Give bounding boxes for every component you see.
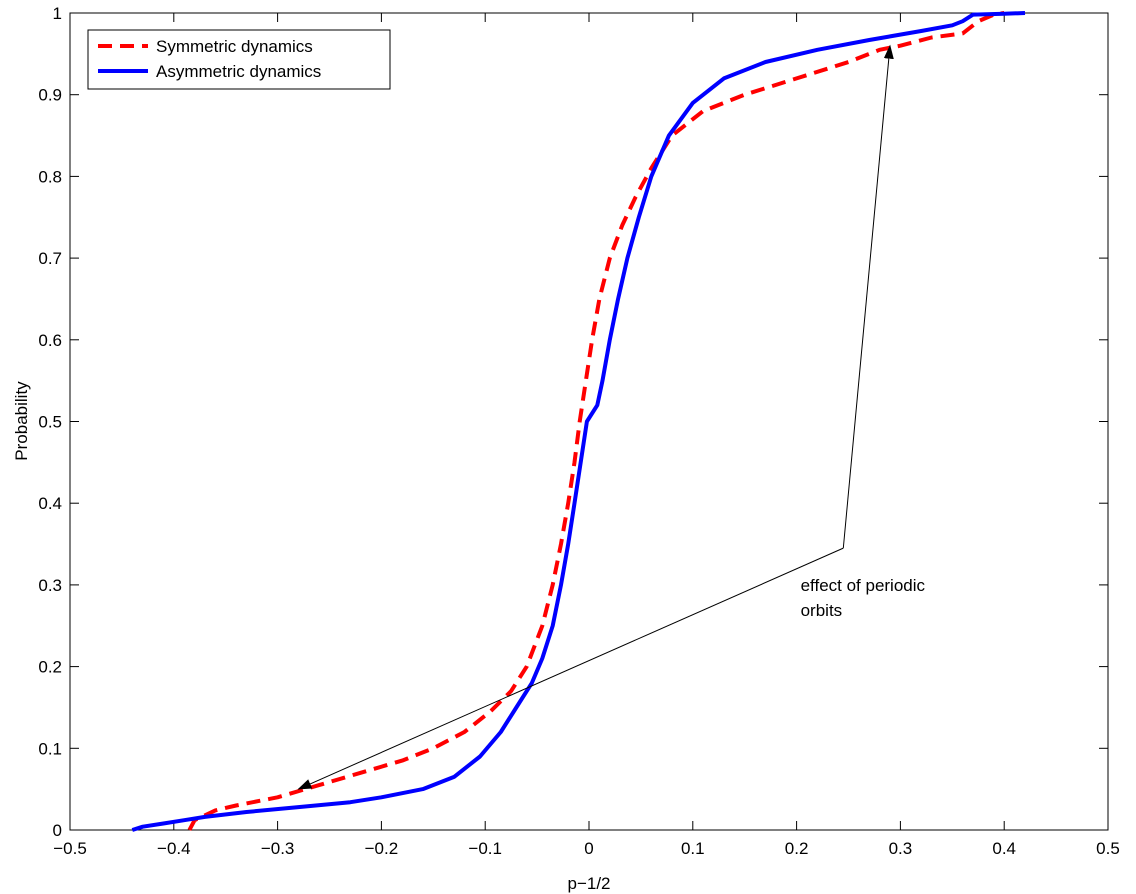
y-tick-label: 0 <box>53 821 62 840</box>
x-tick-label: 0 <box>584 839 593 858</box>
annotation-arrow <box>297 547 844 790</box>
y-tick-label: 0.2 <box>38 658 62 677</box>
annotation-arrow <box>842 44 894 549</box>
x-tick-label: 0.2 <box>785 839 809 858</box>
y-tick-label: 0.8 <box>38 167 62 186</box>
x-tick-label: −0.5 <box>53 839 87 858</box>
y-tick-label: 0.3 <box>38 576 62 595</box>
x-tick-label: 0.4 <box>992 839 1016 858</box>
annotation-text: orbits <box>801 601 843 620</box>
annotation-text: effect of periodic <box>801 576 926 595</box>
legend-label: Asymmetric dynamics <box>156 62 321 81</box>
legend: Symmetric dynamics Asymmetric dynamics <box>87 29 391 90</box>
x-tick-label: 0.3 <box>889 839 913 858</box>
x-tick-label: −0.3 <box>261 839 295 858</box>
legend-box <box>87 29 391 90</box>
axis-ticks <box>69 12 1109 831</box>
series-line-asymmetric <box>131 11 1026 832</box>
y-tick-label: 1 <box>53 4 62 23</box>
x-axis-label: p−1/2 <box>567 874 610 893</box>
series-line-symmetric <box>187 11 1005 831</box>
y-tick-label: 0.6 <box>38 331 62 350</box>
y-tick-label: 0.9 <box>38 86 62 105</box>
x-tick-label: −0.1 <box>468 839 502 858</box>
y-tick-label: 0.4 <box>38 494 62 513</box>
y-tick-label: 0.7 <box>38 249 62 268</box>
legend-label: Symmetric dynamics <box>156 37 313 56</box>
x-tick-label: 0.5 <box>1096 839 1120 858</box>
y-tick-label: 0.1 <box>38 739 62 758</box>
x-tick-label: 0.1 <box>681 839 705 858</box>
x-tick-label: −0.4 <box>157 839 191 858</box>
series-group <box>131 11 1026 832</box>
y-tick-label: 0.5 <box>38 413 62 432</box>
x-tick-label: −0.2 <box>365 839 399 858</box>
y-axis-label: Probability <box>12 381 31 461</box>
tick-labels: −0.5 −0.4 −0.3 −0.2 −0.1 0 0.1 0.2 0.3 0.4 0.5 0 0.1… <box>38 4 1119 858</box>
annotation: effect of periodic orbits <box>297 44 926 790</box>
